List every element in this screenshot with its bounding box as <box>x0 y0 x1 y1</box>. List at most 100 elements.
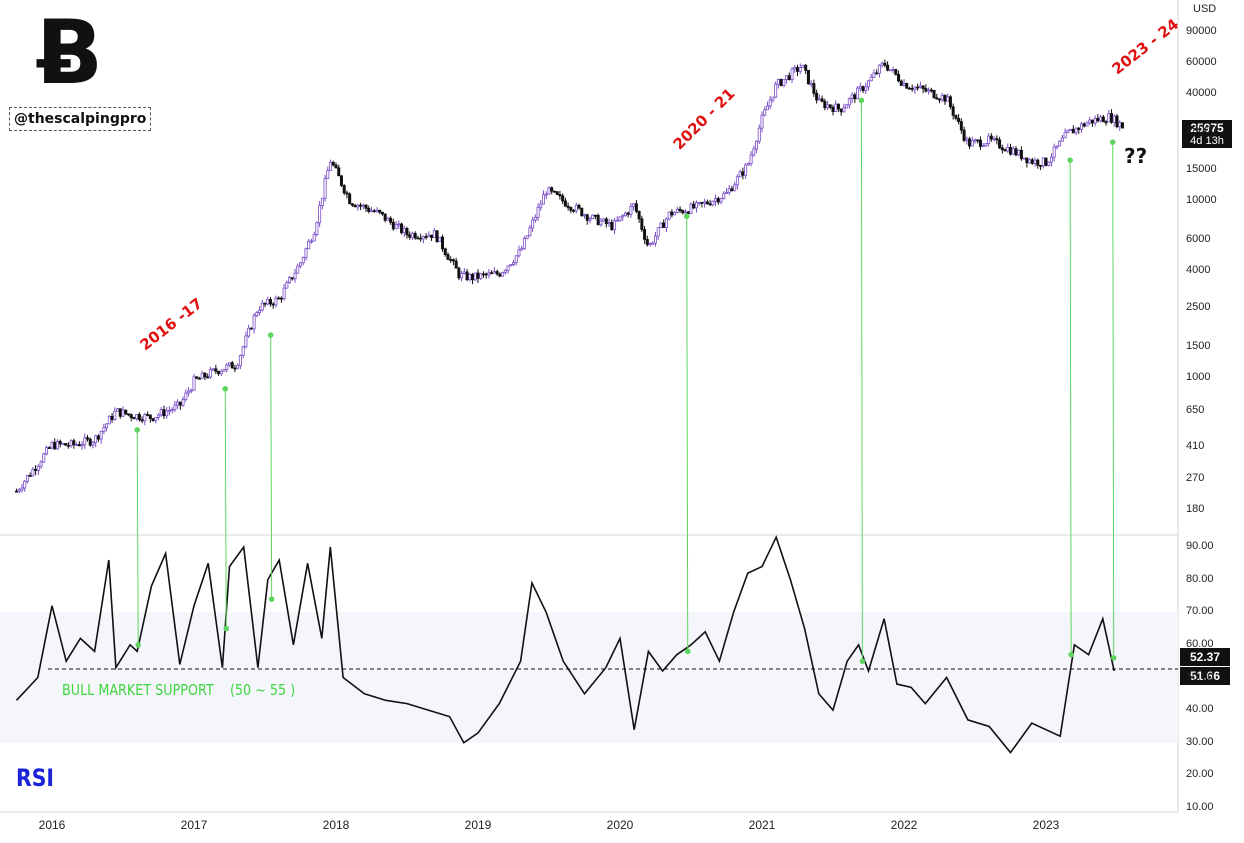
price-candle-body <box>159 409 163 416</box>
price-candle-body <box>965 138 969 141</box>
price-candle-body <box>978 139 982 147</box>
price-candle-body <box>121 409 125 417</box>
price-candle-body <box>135 414 139 420</box>
price-candle-body <box>419 237 423 240</box>
price-candle-body <box>39 461 43 467</box>
price-tick-label: 2500 <box>1186 300 1211 313</box>
price-candle-body <box>471 273 475 281</box>
price-candle-body <box>181 399 185 406</box>
price-candle-body <box>495 271 499 275</box>
price-candle-body <box>525 235 529 239</box>
price-candle-body <box>798 67 802 72</box>
time-tick-label: 2018 <box>322 818 350 832</box>
price-candle-body <box>113 410 117 420</box>
price-candle-body <box>91 442 95 446</box>
price-candle-body <box>613 220 617 231</box>
rsi-line <box>15 535 1115 754</box>
current-price-tag: 25975 4d 13h <box>1182 120 1232 148</box>
price-candle-body <box>1074 127 1078 134</box>
price-candle-body <box>968 138 972 147</box>
rsi-tick-label: 70.00 <box>1186 605 1214 618</box>
price-candle-body <box>757 127 761 142</box>
price-candle-body <box>430 234 434 238</box>
price-candle-body <box>916 86 920 89</box>
price-candle-body <box>479 273 483 279</box>
price-candle-body <box>288 277 292 283</box>
price-candle-body <box>927 89 931 92</box>
price-candle-body <box>143 414 147 422</box>
price-candle-body <box>806 69 810 85</box>
price-candle-body <box>268 299 272 305</box>
price-tick-label: 1500 <box>1186 339 1211 352</box>
price-candle-body <box>905 83 909 89</box>
price-candle-body <box>1009 147 1013 155</box>
connector-line <box>1112 142 1115 658</box>
price-candle-body <box>542 194 546 205</box>
price-candle-body <box>675 208 679 213</box>
time-tick-label: 2020 <box>606 818 634 832</box>
price-candle-body <box>348 193 352 205</box>
price-candle-body <box>836 103 840 110</box>
price-candle-body <box>17 489 21 492</box>
price-candle-body <box>856 87 860 100</box>
price-candle-body <box>146 414 150 416</box>
price-candle-body <box>353 204 357 208</box>
price-candle-body <box>593 214 597 217</box>
price-candle-body <box>787 75 791 81</box>
connector-dot-top <box>267 332 274 338</box>
price-candle-body <box>752 148 756 156</box>
price-candle-body <box>460 273 464 279</box>
price-candle-body <box>610 222 614 231</box>
connector-dot-top <box>222 386 229 392</box>
rsi-tick-label: 40.00 <box>1186 703 1214 716</box>
price-tick-label: 60000 <box>1186 56 1217 69</box>
price-candle-body <box>793 67 797 70</box>
price-candle-body <box>34 468 38 471</box>
price-tick-label: 270 <box>1186 471 1205 484</box>
price-candle-body <box>722 193 726 199</box>
price-candle-body <box>987 135 991 144</box>
price-candle-body <box>42 453 46 463</box>
price-candle-body <box>853 94 857 100</box>
price-candle-body <box>796 67 800 72</box>
price-candle-body <box>397 223 401 226</box>
price-candle-body <box>700 201 704 204</box>
price-candle-body <box>50 441 54 449</box>
price-candle-body <box>771 96 775 101</box>
rsi-tick-label: 90.00 <box>1186 540 1214 552</box>
price-candle-body <box>492 271 496 274</box>
price-candle-body <box>481 273 485 276</box>
price-candle-body <box>424 236 428 238</box>
connector-dot-bottom <box>223 625 230 632</box>
price-candle-body <box>738 171 742 178</box>
price-candle-body <box>1080 123 1084 130</box>
price-candle-body <box>118 408 122 417</box>
price-candle-body <box>503 269 507 273</box>
price-candle-body <box>451 259 455 262</box>
price-candle-body <box>1069 128 1073 131</box>
price-candle-body <box>116 408 120 412</box>
price-candle-body <box>580 207 584 217</box>
price-candle-body <box>948 96 952 108</box>
price-candle-body <box>509 264 513 267</box>
price-candle-body <box>921 85 925 89</box>
price-candle-body <box>233 367 237 370</box>
price-candle-body <box>522 238 526 250</box>
author-handle: @thescalpingpro <box>9 107 152 131</box>
price-candle-body <box>689 203 693 214</box>
price-candle-body <box>815 92 819 101</box>
price-candle-body <box>369 210 373 213</box>
price-candle-body <box>935 97 939 100</box>
price-candle-body <box>64 443 68 446</box>
price-candle-body <box>583 214 587 217</box>
price-candle-body <box>400 223 404 234</box>
price-candle-body <box>394 223 398 230</box>
price-candle-body <box>544 193 548 196</box>
price-candle-body <box>768 99 772 107</box>
price-candle-body <box>410 232 414 238</box>
price-candle-body <box>189 389 193 392</box>
price-candle-body <box>1022 157 1026 160</box>
price-candle-body <box>187 390 191 394</box>
price-candle-body <box>271 303 275 306</box>
price-candle-body <box>53 441 57 450</box>
